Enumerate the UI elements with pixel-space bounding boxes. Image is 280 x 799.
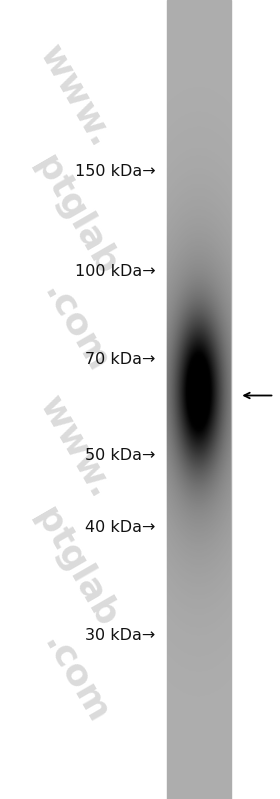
Text: 30 kDa→: 30 kDa→	[85, 628, 155, 642]
Text: www.: www.	[33, 391, 118, 504]
Text: 50 kDa→: 50 kDa→	[85, 448, 155, 463]
Bar	[167, 0, 231, 799]
Text: 100 kDa→: 100 kDa→	[75, 264, 155, 279]
Text: .com: .com	[36, 629, 115, 729]
Text: 40 kDa→: 40 kDa→	[85, 520, 155, 535]
Text: ptglab: ptglab	[28, 150, 123, 281]
Text: .com: .com	[36, 277, 115, 378]
Text: www.: www.	[33, 39, 118, 153]
Text: 70 kDa→: 70 kDa→	[85, 352, 155, 367]
Text: 150 kDa→: 150 kDa→	[75, 165, 155, 179]
Text: ptglab: ptglab	[28, 502, 123, 633]
